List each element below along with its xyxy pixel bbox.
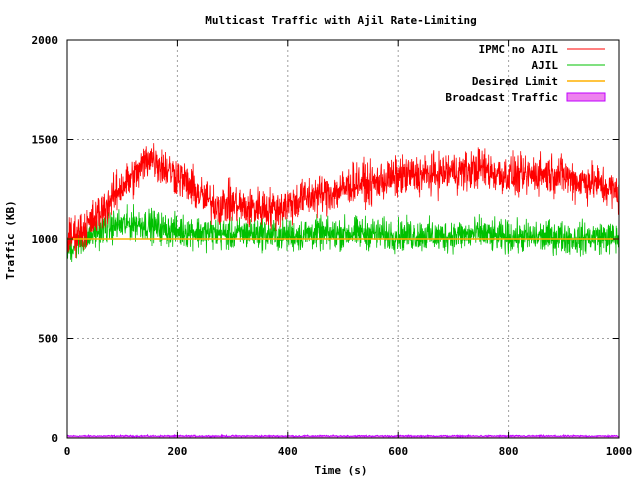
y-axis-label: Traffic (KB) [4,200,17,279]
series-broadcast-traffic [66,433,620,439]
x-tick-label: 0 [64,445,71,458]
legend-label-ipmc-no-ajil: IPMC no AJIL [479,43,559,56]
tick-layer: 0 200 400 600 800 1000 0 500 1000 1500 2000 [32,34,633,458]
chart-title: Multicast Traffic with Ajil Rate-Limitin… [205,14,477,27]
y-tick-label: 1500 [32,134,59,147]
plot-frame [66,39,620,439]
grid [67,40,619,438]
x-tick-label: 800 [499,445,519,458]
y-tick-label: 500 [38,333,58,346]
legend-label-desired-limit: Desired Limit [472,75,558,88]
x-tick-label: 200 [167,445,187,458]
series-ipmc-no-ajil [66,143,620,259]
legend-swatch-broadcast-traffic [566,92,606,102]
legend-label-ajil: AJIL [532,59,559,72]
y-tick-label: 1000 [32,233,59,246]
x-tick-label: 400 [278,445,298,458]
x-tick-label: 600 [388,445,408,458]
y-tick-label: 2000 [32,34,59,47]
series-layer [66,143,620,439]
y-tick-label: 0 [51,432,58,445]
x-tick-label: 1000 [606,445,633,458]
legend-label-broadcast-traffic: Broadcast Traffic [445,91,558,104]
series-ajil [66,204,620,263]
legend: IPMC no AJIL AJIL Desired Limit Broadcast T… [445,43,606,104]
x-axis-label: Time (s) [315,464,368,477]
